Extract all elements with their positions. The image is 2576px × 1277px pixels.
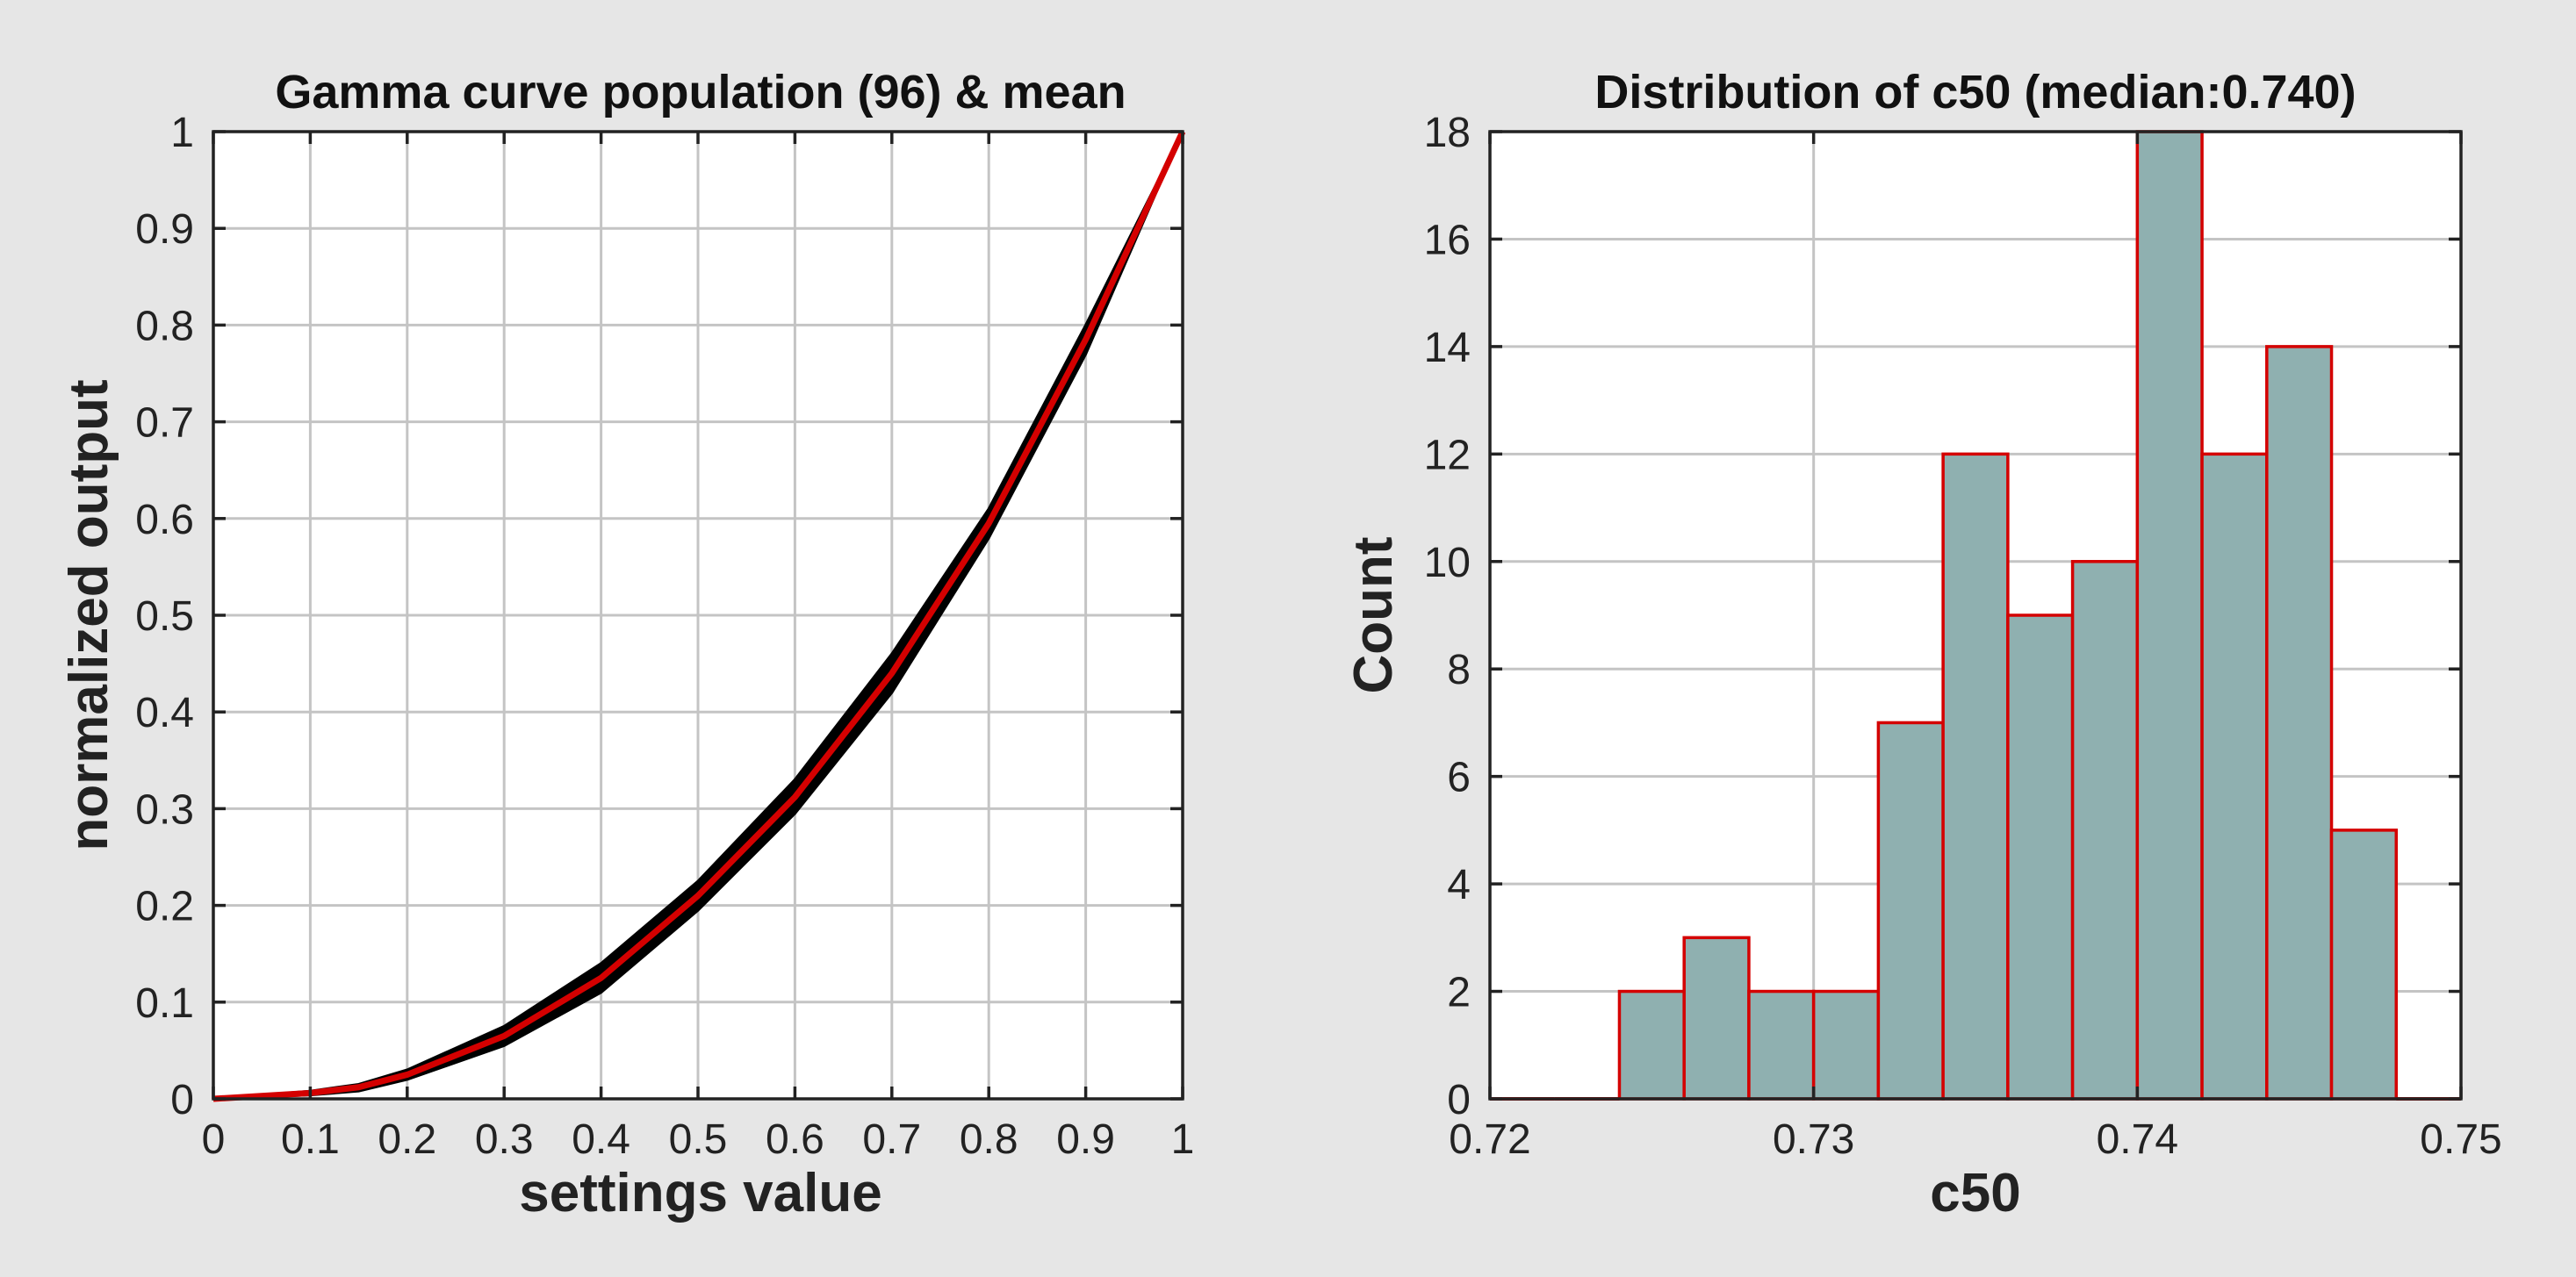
- histogram-bar: [2135, 130, 2204, 1101]
- left-x-tick-label: 1: [1171, 1116, 1195, 1163]
- right-tick-marks: [1488, 130, 2463, 1101]
- left-x-tick-label: 0: [202, 1116, 226, 1163]
- right-y-tick-label: 4: [1447, 862, 1471, 908]
- left-y-tick-label: 0.7: [135, 400, 194, 447]
- histogram-bar: [1617, 989, 1686, 1101]
- left-x-tick-label: 0.3: [475, 1116, 534, 1163]
- right-x-axis-label: c50: [1930, 1163, 2020, 1223]
- left-y-tick-label: 0.6: [135, 497, 194, 543]
- left-y-tick-label: 0.1: [135, 980, 194, 1027]
- left-x-tick-label: 0.2: [378, 1116, 436, 1163]
- right-y-axis-label: Count: [1343, 536, 1404, 693]
- right-y-tick-label: 12: [1424, 432, 1471, 478]
- mean-curve-line: [212, 130, 1186, 1102]
- left-x-tick-label: 0.8: [960, 1116, 1018, 1163]
- histogram-bar: [1747, 989, 1816, 1101]
- histogram-bar: [1941, 452, 2010, 1101]
- histogram-bar: [2070, 560, 2140, 1101]
- left-x-tick-labels: 0 0.1 0.2 0.3 0.4 0.5 0.6 0.7 0.8 0.9 1: [202, 1116, 1195, 1163]
- right-x-tick-label: 0.72: [1449, 1116, 1530, 1163]
- right-y-tick-labels: 0 2 4 6 8 10 12 14 16 18: [1424, 110, 1471, 1123]
- left-y-tick-label: 1: [170, 110, 194, 156]
- left-y-tick-label: 0.2: [135, 884, 194, 930]
- histogram-bar: [2329, 829, 2399, 1101]
- left-x-tick-label: 0.6: [766, 1116, 824, 1163]
- histogram-bar: [2265, 345, 2334, 1101]
- right-y-tick-label: 6: [1447, 755, 1471, 801]
- left-chart-title: Gamma curve population (96) & mean: [275, 66, 1126, 118]
- right-y-tick-label: 14: [1424, 325, 1471, 371]
- right-y-tick-label: 8: [1447, 647, 1471, 693]
- right-x-tick-label: 0.74: [2097, 1116, 2178, 1163]
- right-y-tick-label: 16: [1424, 217, 1471, 263]
- left-x-tick-label: 0.5: [669, 1116, 728, 1163]
- histogram-bar: [2200, 452, 2269, 1101]
- right-data-layer: [1490, 130, 2461, 1101]
- left-y-axis-label: normalized output: [59, 379, 119, 850]
- histogram-bar: [1876, 721, 1945, 1101]
- left-y-tick-label: 0.4: [135, 690, 194, 736]
- right-x-tick-labels: 0.72 0.73 0.74 0.75: [1449, 1116, 2501, 1163]
- histogram-bar: [1811, 989, 1881, 1101]
- left-y-tick-label: 0.5: [135, 593, 194, 640]
- right-y-tick-label: 2: [1447, 970, 1471, 1016]
- left-y-tick-labels: 0 0.1 0.2 0.3 0.4 0.5 0.6 0.7 0.8 0.9 1: [135, 110, 194, 1123]
- left-y-tick-label: 0.8: [135, 303, 194, 349]
- left-tick-marks: [212, 130, 1184, 1101]
- right-y-tick-label: 18: [1424, 110, 1471, 156]
- right-axes-frame: [1488, 130, 2463, 1101]
- left-y-tick-label: 0.9: [135, 206, 194, 253]
- gamma-curve-plot: Gamma curve population (96) & mean 0 0.1 0…: [59, 66, 1194, 1223]
- right-y-tick-label: 10: [1424, 540, 1471, 586]
- left-x-tick-label: 0.1: [281, 1116, 340, 1163]
- right-y-tick-label: 0: [1447, 1077, 1471, 1123]
- right-x-tick-label: 0.75: [2420, 1116, 2501, 1163]
- left-x-tick-label: 0.9: [1056, 1116, 1115, 1163]
- histogram-bar: [2006, 613, 2075, 1101]
- left-x-axis-label: settings value: [519, 1163, 881, 1223]
- left-y-tick-label: 0: [170, 1077, 194, 1123]
- right-chart-title: Distribution of c50 (median:0.740): [1594, 66, 2356, 118]
- left-y-tick-label: 0.3: [135, 786, 194, 833]
- left-x-tick-label: 0.4: [572, 1116, 630, 1163]
- left-x-tick-label: 0.7: [862, 1116, 921, 1163]
- c50-histogram-plot: Distribution of c50 (median:0.740) 0.72 0…: [1343, 66, 2502, 1223]
- right-x-tick-label: 0.73: [1773, 1116, 1854, 1163]
- histogram-bar: [1682, 936, 1751, 1101]
